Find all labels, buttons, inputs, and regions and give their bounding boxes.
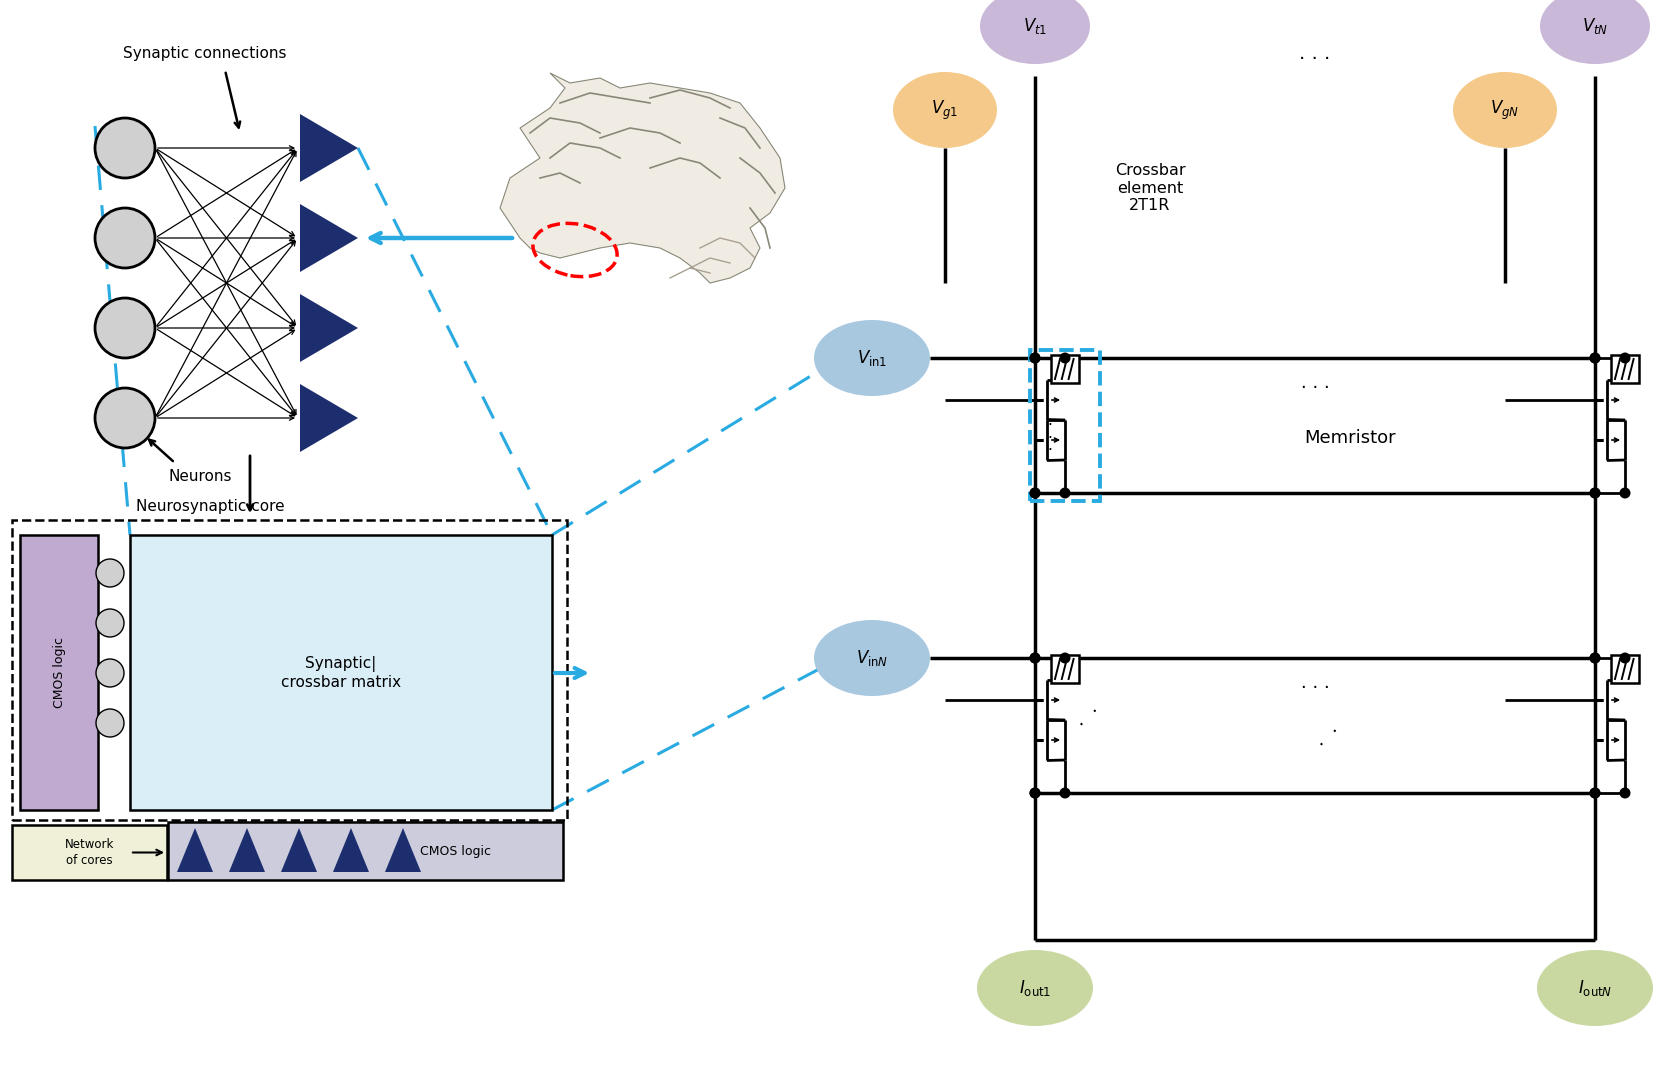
Text: Crossbar
element
2T1R: Crossbar element 2T1R bbox=[1115, 163, 1186, 213]
Ellipse shape bbox=[892, 72, 998, 148]
FancyBboxPatch shape bbox=[12, 825, 168, 880]
Text: $V_{\mathrm{in}1}$: $V_{\mathrm{in}1}$ bbox=[857, 348, 887, 368]
Polygon shape bbox=[300, 294, 357, 362]
Circle shape bbox=[1620, 487, 1630, 498]
Polygon shape bbox=[300, 205, 357, 272]
Circle shape bbox=[1030, 788, 1040, 799]
FancyBboxPatch shape bbox=[168, 823, 563, 880]
Circle shape bbox=[1620, 788, 1630, 799]
Text: $V_{tN}$: $V_{tN}$ bbox=[1581, 16, 1608, 36]
Polygon shape bbox=[178, 828, 213, 871]
Circle shape bbox=[1060, 353, 1070, 363]
Circle shape bbox=[96, 208, 154, 268]
FancyBboxPatch shape bbox=[1612, 355, 1638, 383]
Polygon shape bbox=[300, 114, 357, 182]
Ellipse shape bbox=[813, 320, 931, 396]
Ellipse shape bbox=[1539, 0, 1650, 64]
Ellipse shape bbox=[1452, 72, 1556, 148]
Circle shape bbox=[1620, 353, 1630, 363]
Circle shape bbox=[96, 559, 124, 588]
Circle shape bbox=[1590, 353, 1600, 363]
Circle shape bbox=[1620, 653, 1630, 664]
Circle shape bbox=[1060, 653, 1070, 664]
Text: Neurons: Neurons bbox=[168, 469, 231, 483]
Ellipse shape bbox=[813, 620, 931, 696]
FancyBboxPatch shape bbox=[1051, 355, 1078, 383]
Circle shape bbox=[1060, 788, 1070, 799]
Circle shape bbox=[1590, 788, 1600, 799]
Circle shape bbox=[1590, 653, 1600, 664]
Polygon shape bbox=[282, 828, 317, 871]
Text: $I_{\mathrm{out}N}$: $I_{\mathrm{out}N}$ bbox=[1578, 978, 1612, 998]
Circle shape bbox=[1030, 353, 1040, 363]
Polygon shape bbox=[230, 828, 265, 871]
Circle shape bbox=[1030, 487, 1040, 498]
Text: . . .: . . . bbox=[1301, 673, 1330, 692]
Circle shape bbox=[96, 298, 154, 358]
Text: . . .: . . . bbox=[1300, 44, 1330, 62]
Text: Network
of cores: Network of cores bbox=[65, 839, 114, 866]
Polygon shape bbox=[386, 828, 421, 871]
FancyBboxPatch shape bbox=[1051, 655, 1078, 683]
Circle shape bbox=[1060, 487, 1070, 498]
Circle shape bbox=[96, 388, 154, 448]
Text: $V_{g1}$: $V_{g1}$ bbox=[931, 98, 959, 122]
Circle shape bbox=[1030, 353, 1040, 363]
Text: ·  ·: · · bbox=[1315, 722, 1345, 754]
Text: ·
·
·: · · · bbox=[1048, 418, 1053, 458]
Ellipse shape bbox=[1538, 950, 1654, 1026]
Text: . . .: . . . bbox=[1301, 374, 1330, 392]
Circle shape bbox=[1030, 653, 1040, 664]
Text: $V_{t1}$: $V_{t1}$ bbox=[1023, 16, 1046, 36]
FancyBboxPatch shape bbox=[1612, 655, 1638, 683]
Ellipse shape bbox=[979, 0, 1090, 64]
Circle shape bbox=[96, 118, 154, 178]
Ellipse shape bbox=[978, 950, 1093, 1026]
FancyBboxPatch shape bbox=[131, 535, 552, 809]
Polygon shape bbox=[300, 384, 357, 452]
Polygon shape bbox=[334, 828, 369, 871]
Circle shape bbox=[96, 709, 124, 737]
Circle shape bbox=[1590, 788, 1600, 799]
Text: CMOS logic: CMOS logic bbox=[52, 636, 65, 708]
Text: $V_{\mathrm{in}N}$: $V_{\mathrm{in}N}$ bbox=[855, 648, 889, 668]
Text: Synaptic connections: Synaptic connections bbox=[122, 46, 287, 61]
Text: Neurosynaptic core: Neurosynaptic core bbox=[136, 498, 285, 514]
Circle shape bbox=[1590, 653, 1600, 664]
Circle shape bbox=[1590, 487, 1600, 498]
Circle shape bbox=[1590, 487, 1600, 498]
Text: ·  ·: · · bbox=[1075, 703, 1105, 733]
Circle shape bbox=[1030, 788, 1040, 799]
FancyBboxPatch shape bbox=[20, 535, 97, 809]
Circle shape bbox=[1590, 353, 1600, 363]
Text: Memristor: Memristor bbox=[1305, 429, 1395, 447]
Circle shape bbox=[96, 609, 124, 636]
Circle shape bbox=[1030, 653, 1040, 664]
Text: $I_{\mathrm{out}1}$: $I_{\mathrm{out}1}$ bbox=[1020, 978, 1051, 998]
Text: $V_{gN}$: $V_{gN}$ bbox=[1491, 98, 1519, 122]
Circle shape bbox=[1030, 487, 1040, 498]
Polygon shape bbox=[500, 73, 785, 283]
Text: Synaptic|
crossbar matrix: Synaptic| crossbar matrix bbox=[282, 656, 401, 690]
Text: CMOS logic: CMOS logic bbox=[419, 844, 490, 857]
Circle shape bbox=[96, 659, 124, 687]
